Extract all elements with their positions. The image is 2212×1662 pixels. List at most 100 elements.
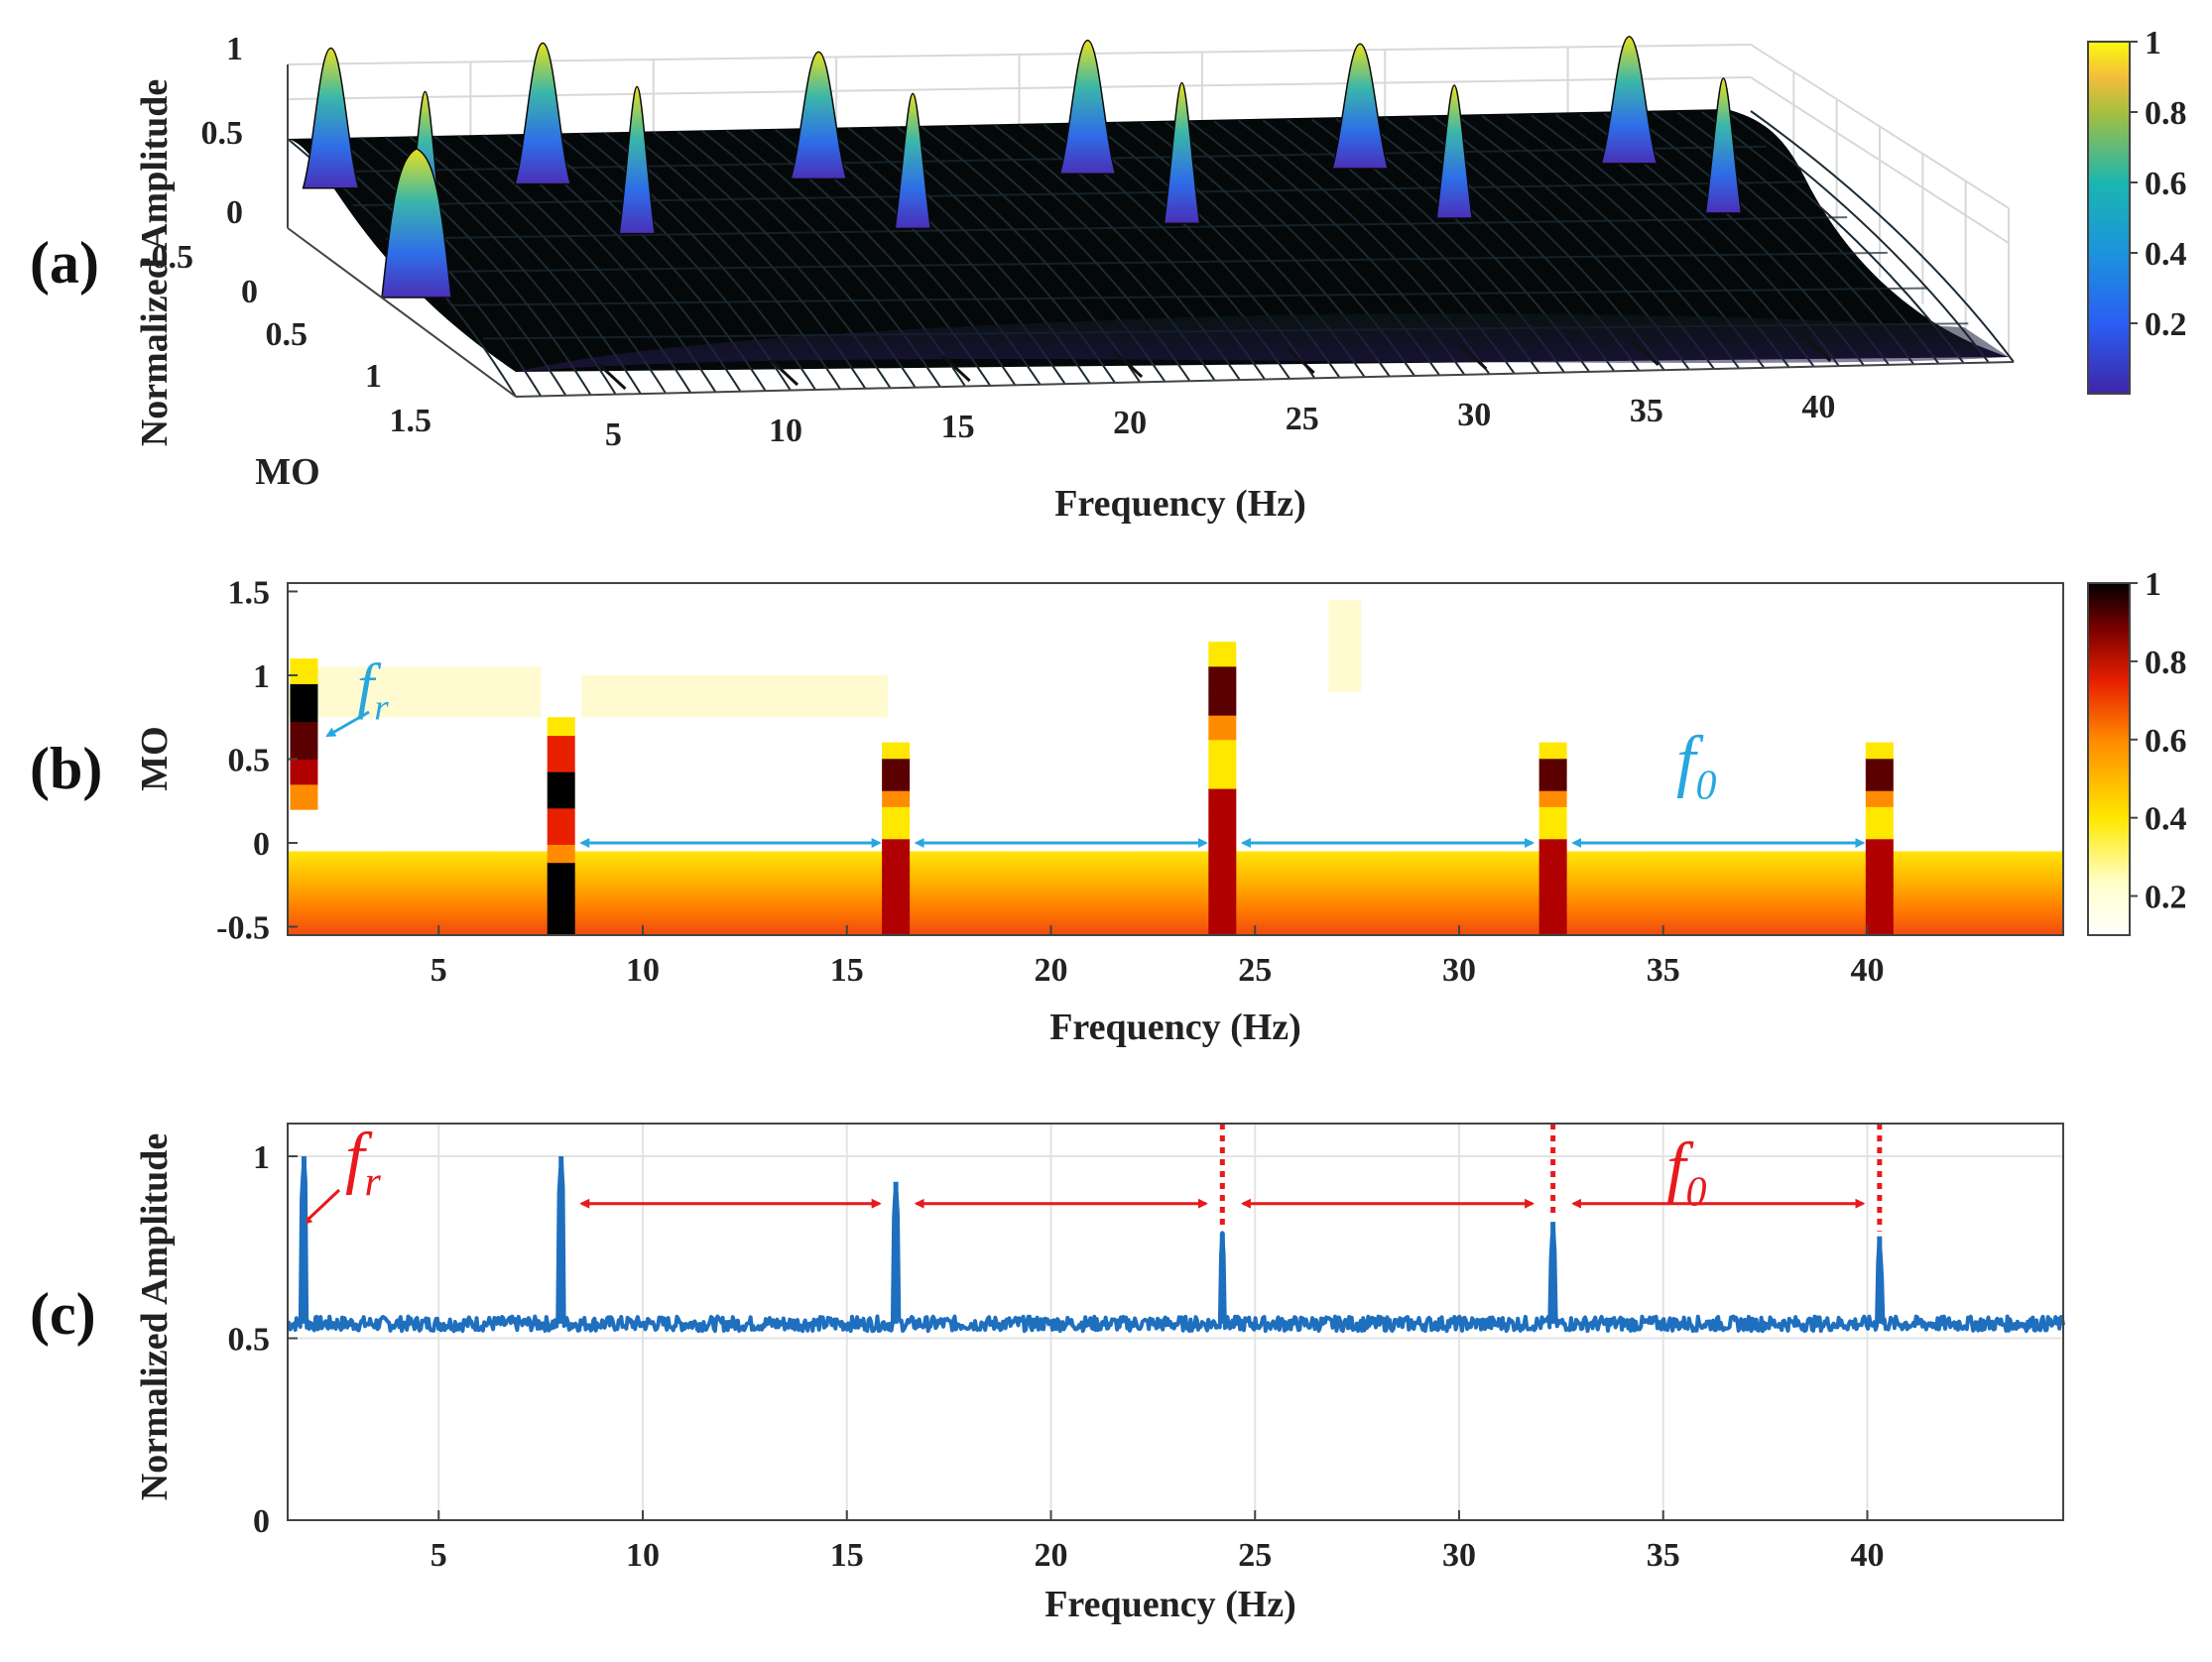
panel-b-column-cell [1208,837,1237,863]
panel-b-column-cell [547,772,575,790]
panel-b-y-tick-label: 0.5 [228,743,271,779]
panel-a-z-tick-label: 0 [226,194,243,231]
panel-b-column-cell [1208,764,1237,789]
panel-c-fr-label: fr [345,1120,381,1205]
panel-b-column-cell [290,746,318,760]
panel-b-column-cell [1538,806,1567,824]
panel-a-top-edge [287,44,1752,65]
panel-b-column-cell [882,918,911,936]
panel-b-colorbar-tick-label: 0.4 [2145,801,2187,838]
panel-a-x-tick-label: 35 [1630,393,1663,429]
panel-b-column-cell [1538,773,1567,791]
panel-b-x-tick-label: 20 [1034,952,1067,989]
panel-b-column-cell [1538,918,1567,936]
panel-c-x-tick-label: 15 [830,1537,864,1574]
panel-b-column-cell [1538,871,1567,888]
panel-b-low-mo-band [288,851,2063,935]
panel-b-column-cell [1865,871,1894,888]
panel-a-top-side-edge [1750,44,2010,209]
panel-c-annotations: fr f0 [302,1120,1706,1226]
panel-label-a: (a) [30,230,99,296]
panel-a-y-ticks: -0.5 00.5 11.5 [140,239,431,439]
panel-c-x-tick-label: 10 [626,1537,660,1574]
panel-b-x-tick-label: 40 [1850,952,1884,989]
panel-b-column-cell [290,708,318,722]
panel-b-column-cell [290,658,318,672]
panel-a-x-tick-label: 20 [1113,405,1147,441]
panel-a-surface-plot: 5 10 15 20 25 30 35 40 -0.500.511.5 10.50 Frequ… [134,25,2187,525]
panel-b-x-tick-label: 30 [1442,952,1476,989]
panel-c-xlabel: Frequency (Hz) [1045,1584,1296,1625]
panel-b-column-cell [547,881,575,899]
panel-c-x-tick-label: 25 [1238,1537,1272,1574]
panel-a-ridge-back [790,51,848,180]
panel-b-y-tick-label: -0.5 [216,910,270,947]
panel-a-ridge-front [894,92,932,230]
panel-a-colorbar [2087,41,2131,395]
panel-b-y-tick-label: 0 [253,826,270,863]
panel-b-xlabel: Frequency (Hz) [1049,1007,1301,1048]
panel-b-column-cell [882,854,911,872]
panel-b-column-cell [882,887,911,904]
panel-a-z-ticks: 10.50 [201,31,244,231]
panel-a-y-axis [287,227,517,398]
panel-b-column-cell [882,838,911,856]
panel-a-mesh-cross-line [450,287,1928,306]
panel-b-column-cell [290,696,318,710]
panel-b-column-cell [547,826,575,845]
panel-b-column-cell [290,783,318,798]
panel-b-column-cell [1538,902,1567,920]
panel-a-colorbar-tick-label: 0.8 [2145,95,2187,132]
panel-c-x-ticks: 5 10 15 20 25 30 35 40 [430,1510,1884,1574]
panel-a-z-tick-label: 1 [226,31,243,67]
panel-a-colorbar-tick-label: 0.4 [2145,236,2187,273]
panel-b-colorbar-tick-label: 0.6 [2145,723,2187,760]
panel-b-x-ticks: 5 10 15 20 25 30 35 40 [430,925,1884,989]
panel-b-column-cell [882,773,911,791]
panel-b-column-cell [547,735,575,755]
panel-a-colorbar-ticks: 1 0.8 0.6 0.4 0.2 [2130,25,2187,343]
panel-b-heatmap: 5 10 15 20 25 30 35 40 1.510.50-0.5 Frequency (… [134,566,2187,1048]
panel-a-mesh-line [1725,110,1990,364]
panel-a-x-tick-mark [1114,350,1144,379]
panel-b-column-cell [547,844,575,864]
panel-a-x-tick-label: 40 [1801,389,1835,425]
panel-a-ridge-back [514,42,572,185]
panel-b-faint-patch [581,674,888,718]
panel-a-colorbar-tick-label: 1 [2145,25,2161,61]
panel-b-column-cell [1538,822,1567,840]
panel-b-faint-patch [288,666,542,718]
panel-a-x-tick-mark [1286,346,1315,375]
panel-c-y-tick-label: 1 [253,1139,270,1176]
panel-a-ridge-back [1058,39,1117,176]
panel-b-column-cell [1208,642,1237,667]
panel-a-ridges [302,36,1743,298]
panel-a-ylabel: MO [255,451,319,493]
panel-a-mesh-line [360,136,592,396]
panel-b-column-cell [1865,773,1894,791]
panel-b-x-tick-label: 15 [830,952,864,989]
panel-b-column-cell [1538,838,1567,856]
panel-a-ridge-back [1331,43,1390,170]
panel-b-column-cell [547,862,575,882]
panel-b-column-cell [1208,715,1237,741]
panel-b-column-cell [1208,812,1237,838]
panel-c-line-plot: 5 10 15 20 25 30 35 40 10.50 Frequency (Hz) Nor… [134,1120,2065,1625]
panel-b-column-cell [882,822,911,840]
panel-b-column-cell [1208,910,1237,936]
panel-a-mesh-line [1750,110,2015,363]
panel-b-column-cell [1865,790,1894,807]
panel-b-column-cell [290,721,318,735]
panel-a-ridge-back [302,47,360,189]
panel-a-ridge-front [1435,84,1474,219]
panel-b-column-cell [1208,862,1237,888]
panel-a-ridge-fr [381,148,452,298]
panel-b-y-ticks: 1.5 1 0.5 0 -0.5 [216,574,298,947]
panel-a-mesh-line [335,137,567,397]
panel-b-column-cell [547,789,575,809]
panel-b-column-cell [547,807,575,827]
panel-b-x-tick-label: 35 [1647,952,1680,989]
panel-b-column-cell [1865,887,1894,904]
panel-c-series-line [286,1156,2065,1334]
